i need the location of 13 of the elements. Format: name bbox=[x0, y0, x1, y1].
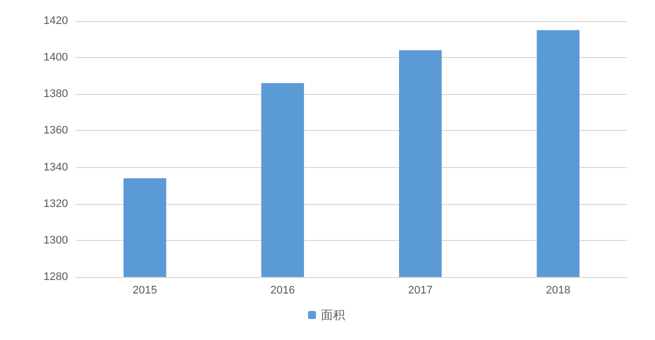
x-tick-label: 2018 bbox=[546, 284, 570, 296]
y-tick-label: 1380 bbox=[44, 88, 68, 100]
y-tick-label: 1400 bbox=[44, 52, 68, 64]
x-tick-label: 2015 bbox=[132, 284, 158, 296]
y-tick-label: 1360 bbox=[44, 124, 68, 137]
y-tick-label: 1320 bbox=[44, 198, 68, 210]
y-tick-label: 1340 bbox=[44, 161, 68, 174]
y-tick-label: 1280 bbox=[44, 271, 68, 283]
y-tick-label: 1300 bbox=[44, 234, 68, 246]
legend-label: 面积 bbox=[321, 308, 345, 322]
x-tick-label: 2016 bbox=[270, 284, 295, 296]
x-tick-label: 2017 bbox=[408, 284, 433, 296]
y-tick-label: 1420 bbox=[44, 15, 68, 27]
